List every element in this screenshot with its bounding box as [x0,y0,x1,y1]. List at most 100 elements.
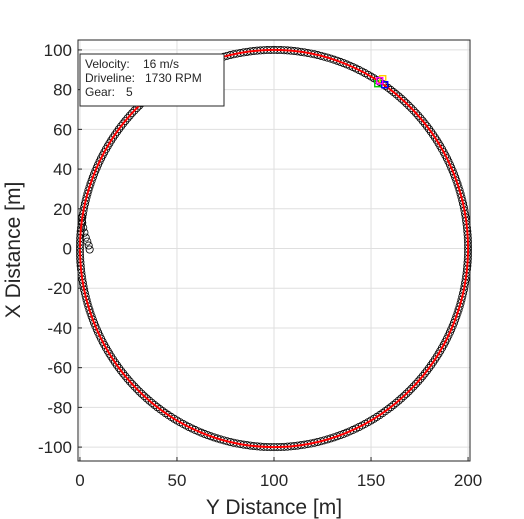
trajectory-point [416,114,425,123]
trajectory-point [424,125,433,134]
driveline-value: 1730 RPM [145,71,202,85]
vehicle-part [381,81,389,89]
trajectory-point [128,109,137,118]
trajectory-point [414,111,423,120]
trajectory-point [378,409,387,418]
x-axis-label: Y Distance [m] [206,496,342,519]
y-tick-label: 0 [63,240,72,259]
trajectory-point [111,130,120,139]
trajectory-point [123,114,132,123]
trajectory-point [130,382,139,391]
trajectory-point [85,245,94,254]
trajectory-point [167,412,176,421]
trajectory-point [115,125,124,134]
trajectory-point [123,374,132,383]
trajectory-point [109,133,118,142]
trajectory-point [397,394,406,403]
trajectory-point [121,372,130,381]
trajectory-point [137,389,146,398]
trajectory-point [164,411,173,420]
x-ticks: 0 50 100 150 200 [75,457,482,490]
trajectory-point [145,396,154,405]
trajectory-point [428,358,437,367]
grid-lines [78,40,470,461]
vehicle-marker [374,75,389,89]
x-tick-label: 100 [260,471,288,490]
trajectory-point [142,394,151,403]
trajectory-point [117,122,126,131]
trajectory-point [414,377,423,386]
trajectory-point [158,407,167,416]
y-tick-label: -40 [47,319,72,338]
y-tick-label: -20 [47,279,72,298]
trajectory-point [115,364,124,373]
velocity-value: 16 m/s [143,57,179,71]
trajectory-point [135,387,144,396]
trajectory-point [147,398,156,407]
trajectory-point [422,122,431,131]
trajectory-point [402,389,411,398]
trajectory-point [111,358,120,367]
y-tick-label: 20 [53,200,72,219]
trajectory-point [402,99,411,108]
trajectory-point [394,396,403,405]
trajectory-point [117,366,126,375]
trajectory-point [424,364,433,373]
trajectory-point [397,94,406,103]
trajectory-point [125,111,134,120]
trajectory-point [422,366,431,375]
trajectory-point [140,392,149,401]
trajectory-point [426,127,435,136]
trajectory-point [430,355,439,364]
trajectory-point [121,116,130,125]
driveline-label: Driveline: [85,71,135,85]
trajectory-point [394,92,403,101]
trajectory-point [113,127,122,136]
velocity-label: Velocity: [85,57,130,71]
trajectory-point [407,104,416,113]
trajectory-point [411,379,420,388]
x-tick-label: 0 [75,471,84,490]
trajectory-point [420,119,429,128]
trajectory-point [375,411,384,420]
y-axis-label: X Distance [m] [2,182,25,319]
trajectory-point [404,387,413,396]
trajectory-point [125,377,134,386]
trajectory-point [132,384,141,393]
trajectory-point [418,372,427,381]
trajectory-point [389,401,398,410]
trajectory-point [392,398,401,407]
trajectory-point [119,369,128,378]
trajectory-point [420,369,429,378]
y-tick-label: 80 [53,81,72,100]
gear-value: 5 [126,85,133,99]
y-ticks: 100 80 60 40 20 0 -20 -40 -60 -80 -100 [38,41,82,457]
trajectory-point [418,116,427,125]
trajectory-point [404,101,413,110]
trajectory-point [426,361,435,370]
trajectory-point [428,130,437,139]
trajectory-point [84,241,93,250]
x-tick-label: 50 [168,471,187,490]
trajectory-point [113,361,122,370]
trajectory-point [409,106,418,115]
x-tick-label: 150 [357,471,385,490]
trajectory-point [411,109,420,118]
info-box: Velocity: 16 m/s Driveline: 1730 RPM Gea… [79,53,225,107]
vehicle-part [376,77,384,85]
trajectory-point [409,382,418,391]
trajectory-point [150,401,159,410]
trajectory-point [128,379,137,388]
trajectory-point [161,409,170,418]
y-tick-label: -80 [47,398,72,417]
trajectory-point [399,392,408,401]
trajectory-point [155,405,164,414]
trajectory-point [119,119,128,128]
y-tick-label: 60 [53,120,72,139]
y-tick-label: -60 [47,359,72,378]
trajectory-point [386,403,395,412]
gear-label: Gear: [85,85,115,99]
trajectory-point [153,403,162,412]
y-tick-label: 100 [44,41,72,60]
